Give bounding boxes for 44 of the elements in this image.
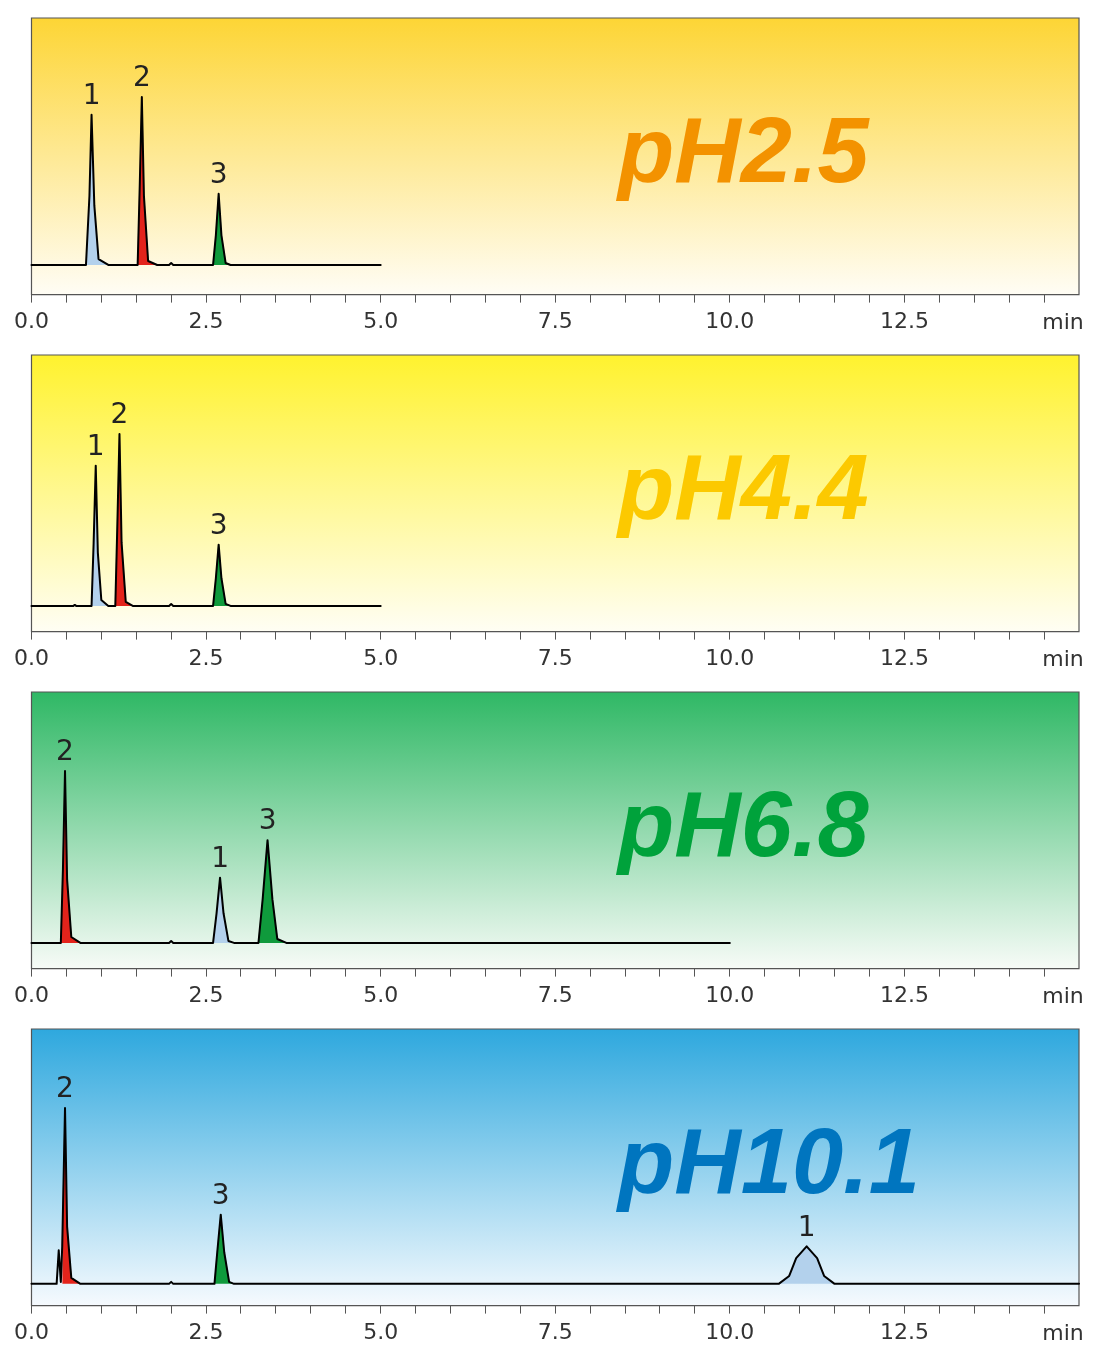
annotation: 2 <box>132 60 151 94</box>
x-tick-label: 12.5 <box>879 981 929 1007</box>
x-tick-label: 12.5 <box>879 644 929 670</box>
x-tick-label: 5.0 <box>363 1318 399 1344</box>
x-tick-label: 12.5 <box>879 307 929 333</box>
annotation: 2 <box>56 1071 74 1105</box>
annotation: 2 <box>56 734 74 768</box>
x-tick-label: 0.0 <box>13 981 49 1007</box>
x-tick-label: 2.5 <box>188 1318 224 1344</box>
x-tick-label: 7.5 <box>537 307 573 333</box>
x-axis-title: min <box>1042 983 1084 1009</box>
annotation: 3 <box>209 157 228 191</box>
annotation: pH6.8 <box>615 772 870 875</box>
annotation: pH2.5 <box>615 98 871 201</box>
x-tick-label: 7.5 <box>537 981 573 1007</box>
annotation: pH10.1 <box>615 1109 920 1212</box>
x-tick-label: 10.0 <box>705 307 755 333</box>
x-tick-label: 2.5 <box>188 981 224 1007</box>
annotation: 1 <box>82 78 101 112</box>
x-tick-label: 0.0 <box>13 307 49 333</box>
x-tick-label: 5.0 <box>363 307 399 333</box>
x-tick-label: 2.5 <box>188 307 224 333</box>
x-tick-label: 2.5 <box>188 644 224 670</box>
annotation: 1 <box>211 841 229 874</box>
annotation: 3 <box>258 803 277 837</box>
x-tick-label: 5.0 <box>363 981 399 1007</box>
annotation: 2 <box>110 397 129 431</box>
x-tick-label: 7.5 <box>537 644 573 670</box>
annotation: 1 <box>797 1209 816 1243</box>
annotation: 3 <box>211 1178 230 1211</box>
x-tick-label: 12.5 <box>879 1318 929 1344</box>
annotation: pH4.4 <box>615 435 869 538</box>
x-tick-label: 10.0 <box>705 981 755 1007</box>
x-axis-title: min <box>1042 1320 1084 1346</box>
x-tick-label: 5.0 <box>363 644 399 670</box>
x-tick-label: 10.0 <box>705 644 755 670</box>
x-axis-title: min <box>1042 646 1084 672</box>
x-tick-label: 7.5 <box>537 1318 573 1344</box>
x-tick-label: 10.0 <box>705 1318 755 1344</box>
annotation: 3 <box>209 507 228 541</box>
x-axis-title: min <box>1042 309 1084 335</box>
x-tick-label: 0.0 <box>13 1318 49 1344</box>
x-tick-label: 0.0 <box>13 644 49 670</box>
annotation: 1 <box>86 428 105 462</box>
